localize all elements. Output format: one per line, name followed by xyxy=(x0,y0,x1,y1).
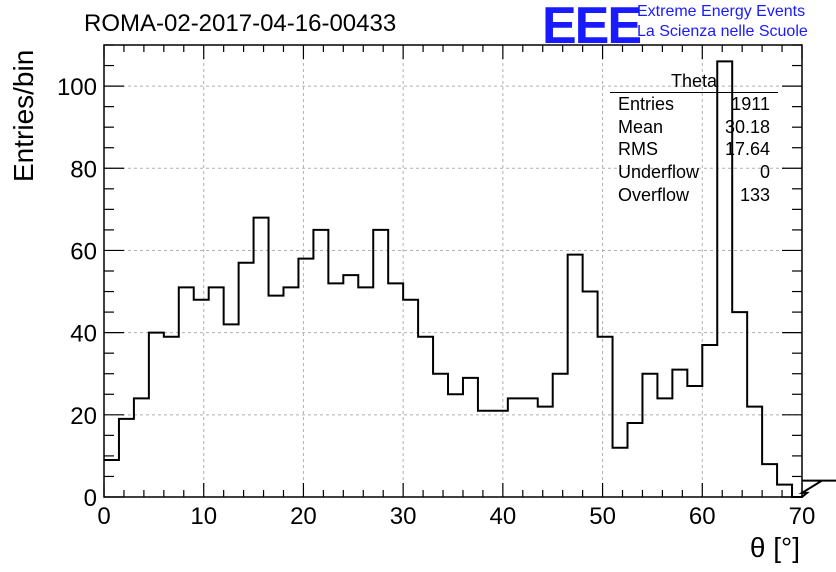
stats-value: 30.18 xyxy=(724,116,770,137)
stats-row-underflow: Underflow 0 xyxy=(610,161,778,184)
stats-value: 0 xyxy=(759,162,770,183)
axis-ticks xyxy=(103,44,803,498)
stats-title: Theta xyxy=(610,70,778,93)
chart-title: ROMA-02-2017-04-16-00433 xyxy=(84,10,397,37)
x-tick-label: 50 xyxy=(589,503,616,530)
stats-value: 17.64 xyxy=(724,139,770,160)
stats-row-overflow: Overflow 133 xyxy=(610,184,778,207)
stats-label: Mean xyxy=(618,116,664,137)
y-tick-label: 20 xyxy=(70,403,97,430)
stats-label: RMS xyxy=(618,139,658,160)
stats-row-entries: Entries 1911 xyxy=(610,93,778,116)
y-tick-label: 80 xyxy=(70,156,97,183)
x-tick-label: 30 xyxy=(390,503,417,530)
eee-logo-icon: EEE xyxy=(542,0,642,55)
stats-label: Underflow xyxy=(618,162,700,183)
x-axis-label: θ [°] xyxy=(749,532,800,563)
grid-lines xyxy=(104,45,802,497)
y-tick-label: 60 xyxy=(70,238,97,265)
y-tick-label: 40 xyxy=(70,321,97,348)
y-axis-label: Entries/bin xyxy=(8,49,39,182)
histogram-series xyxy=(104,60,836,498)
logo-subtitle-line2: La Scienza nelle Scuole xyxy=(637,23,808,40)
stats-value: 133 xyxy=(739,184,770,205)
x-tick-label: 10 xyxy=(190,503,217,530)
stats-label: Entries xyxy=(618,94,675,114)
stats-label: Overflow xyxy=(618,184,690,205)
stats-row-rms: RMS 17.64 xyxy=(610,138,778,161)
x-tick-label: 40 xyxy=(490,503,517,530)
x-tick-label: 60 xyxy=(689,503,716,530)
y-tick-label: 0 xyxy=(84,485,97,512)
y-tick-label: 100 xyxy=(57,74,97,101)
tick-labels: 0 10 20 30 40 50 60 70 0 20 40 60 80 100 xyxy=(57,74,815,530)
stats-row-mean: Mean 30.18 xyxy=(610,116,778,139)
logo-subtitle-line1: Extreme Energy Events xyxy=(637,3,806,20)
x-tick-label: 70 xyxy=(789,503,816,530)
x-tick-label: 20 xyxy=(290,503,317,530)
x-tick-label: 0 xyxy=(97,503,110,530)
stats-box: Theta Entries 1911 Mean 30.18 RMS 17.64 Und… xyxy=(610,70,778,206)
stats-value: 1911 xyxy=(731,94,770,114)
